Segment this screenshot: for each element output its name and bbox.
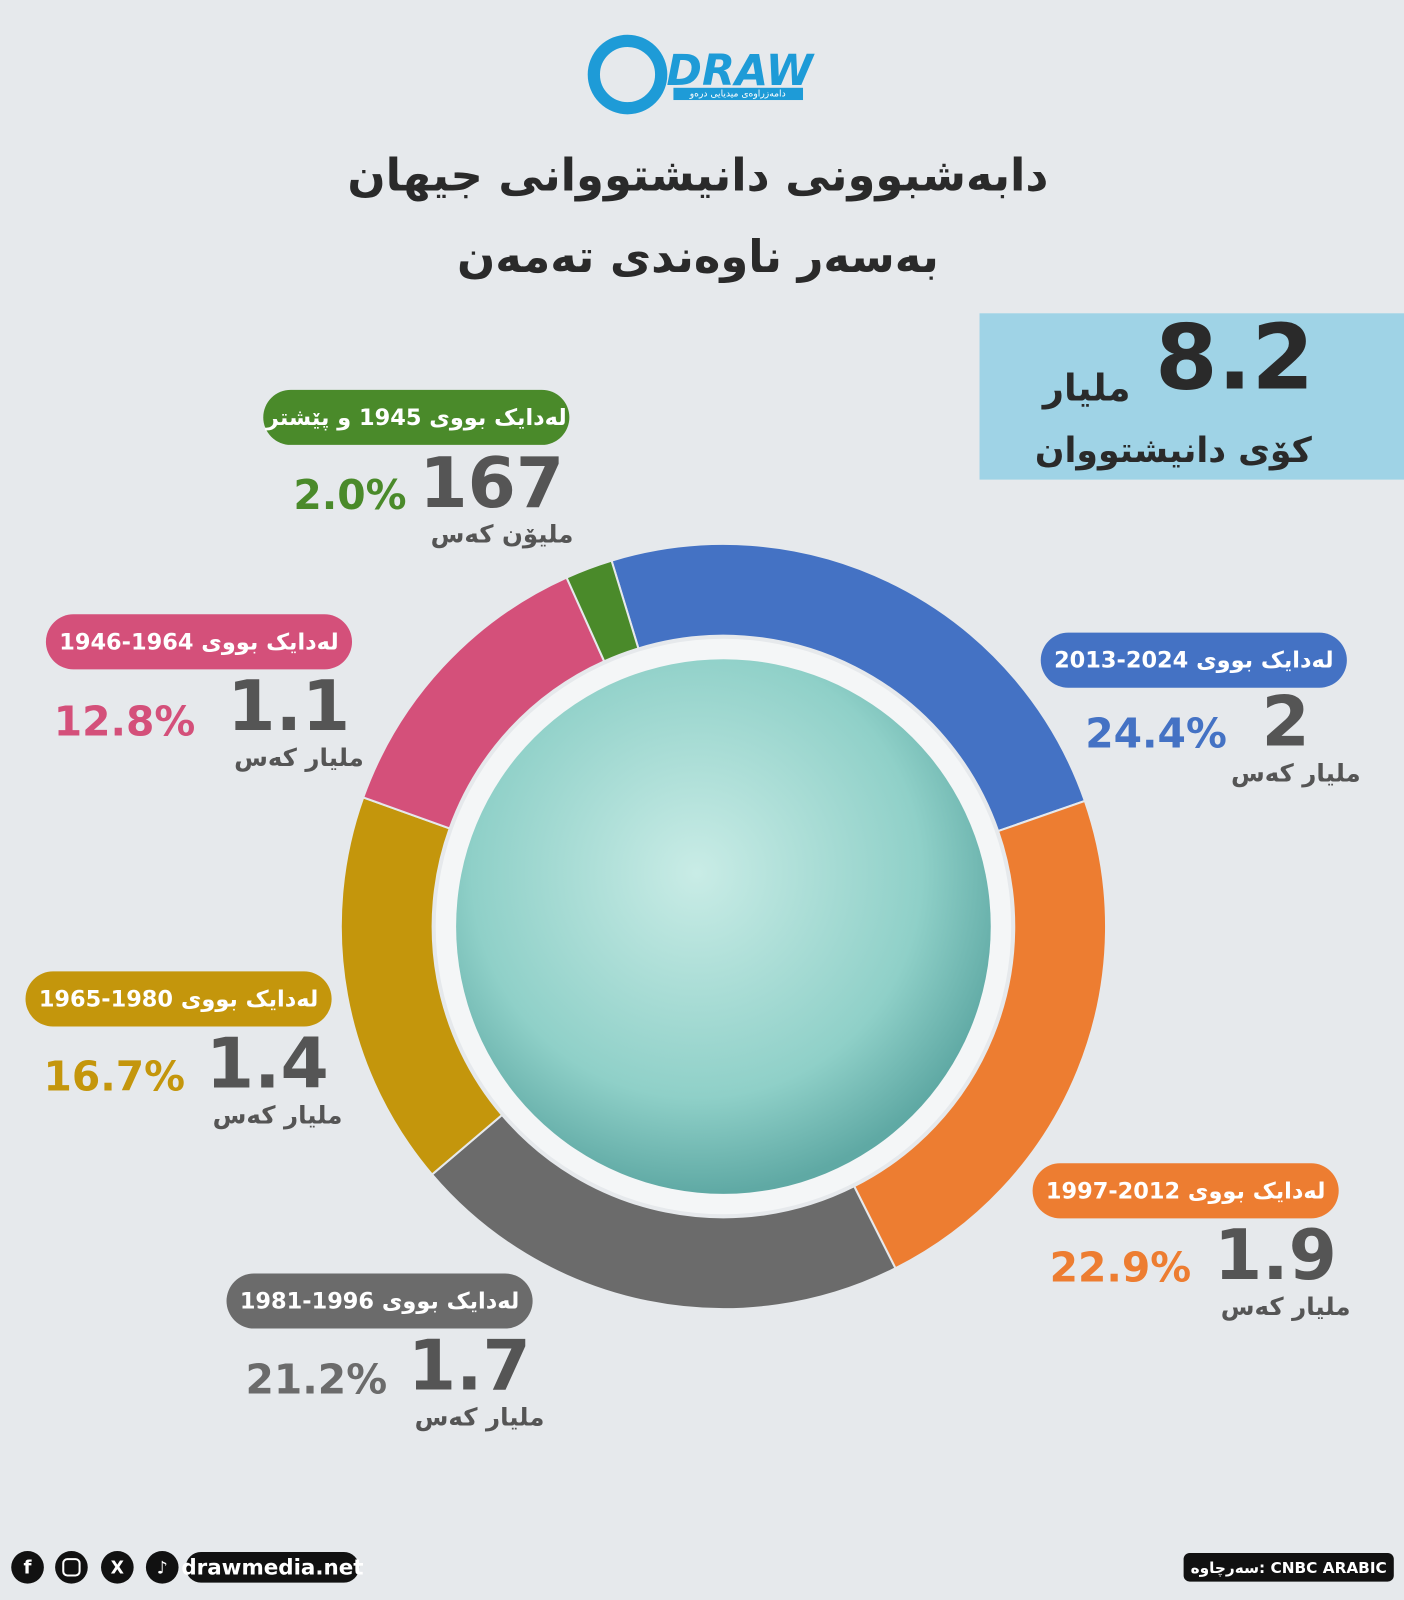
total: 8.2 bbox=[1155, 307, 1314, 411]
website-pill bbox=[185, 1551, 360, 1583]
category-label: لەدایک بووی 1980-1965 bbox=[39, 986, 318, 1012]
total-unit: ملیار bbox=[1041, 366, 1131, 409]
percent-label: 2.0% bbox=[293, 471, 406, 519]
percent-label: 21.2% bbox=[246, 1356, 388, 1404]
donut-slice bbox=[565, 559, 640, 663]
social-icons: f X ♪ bbox=[11, 1550, 179, 1584]
percent-label: 16.7% bbox=[44, 1053, 186, 1101]
label-pill bbox=[1040, 632, 1347, 688]
percent-label: 24.4% bbox=[1085, 710, 1227, 758]
total-box bbox=[979, 313, 1404, 480]
category-label: لەدایک بووی 1964-1946 bbox=[59, 629, 338, 655]
category-label: لەدایک بووی 2024-2013 bbox=[1054, 648, 1333, 674]
logo-ring bbox=[587, 34, 668, 115]
unit: ملیۆن کەس bbox=[431, 520, 574, 549]
category-label: لەدایک بووی 1945 و پێشتر bbox=[265, 405, 567, 431]
icon-glyph: f bbox=[24, 1557, 33, 1578]
unit: ملیار کەس bbox=[415, 1402, 545, 1431]
count: 1.7 bbox=[408, 1326, 531, 1406]
unit: ملیار کەس bbox=[213, 1100, 343, 1129]
icon bbox=[101, 1550, 134, 1584]
logo-tagline: دامەزراوەی میدیایی درەو bbox=[689, 88, 786, 99]
label-pill bbox=[25, 971, 332, 1027]
label-pill bbox=[263, 389, 570, 445]
icon bbox=[11, 1550, 44, 1584]
count: 1.9 bbox=[1214, 1216, 1337, 1296]
label-pill bbox=[226, 1273, 533, 1329]
icon-glyph: X bbox=[111, 1558, 125, 1578]
icon bbox=[145, 1550, 179, 1584]
subtitle: بەسەر ناوەندی تەمەن bbox=[457, 230, 939, 283]
logo: DRAW bbox=[666, 46, 814, 96]
source: سەرچاوە: CNBC ARABIC bbox=[1191, 1559, 1387, 1578]
source-pill bbox=[1183, 1553, 1394, 1582]
unit: ملیار کەس bbox=[234, 743, 364, 772]
globe bbox=[456, 659, 991, 1194]
count: 2 bbox=[1261, 683, 1309, 763]
label-pill bbox=[45, 614, 353, 670]
count: 167 bbox=[419, 444, 564, 524]
label-pill bbox=[1032, 1163, 1339, 1219]
percent-label: 22.9% bbox=[1050, 1243, 1192, 1291]
total-label: کۆی دانیشتووان bbox=[1035, 431, 1313, 471]
count: 1.4 bbox=[206, 1024, 329, 1104]
icon-glyph: ♪ bbox=[157, 1558, 168, 1578]
title: دابەشبوونی دانیشتووانی جیهان bbox=[347, 149, 1048, 202]
icon bbox=[55, 1550, 88, 1584]
icon-glyph bbox=[62, 1558, 81, 1577]
website: drawmedia.net bbox=[181, 1555, 363, 1580]
category-label: لەدایک بووی 2012-1997 bbox=[1046, 1178, 1325, 1204]
category-label: لەدایک بووی 1996-1981 bbox=[240, 1289, 519, 1315]
unit: ملیار کەس bbox=[1221, 1292, 1351, 1321]
logo-bar bbox=[673, 87, 804, 101]
count: 1.1 bbox=[227, 667, 350, 747]
percent-label: 12.8% bbox=[54, 697, 196, 745]
unit: ملیار کەس bbox=[1231, 758, 1361, 787]
